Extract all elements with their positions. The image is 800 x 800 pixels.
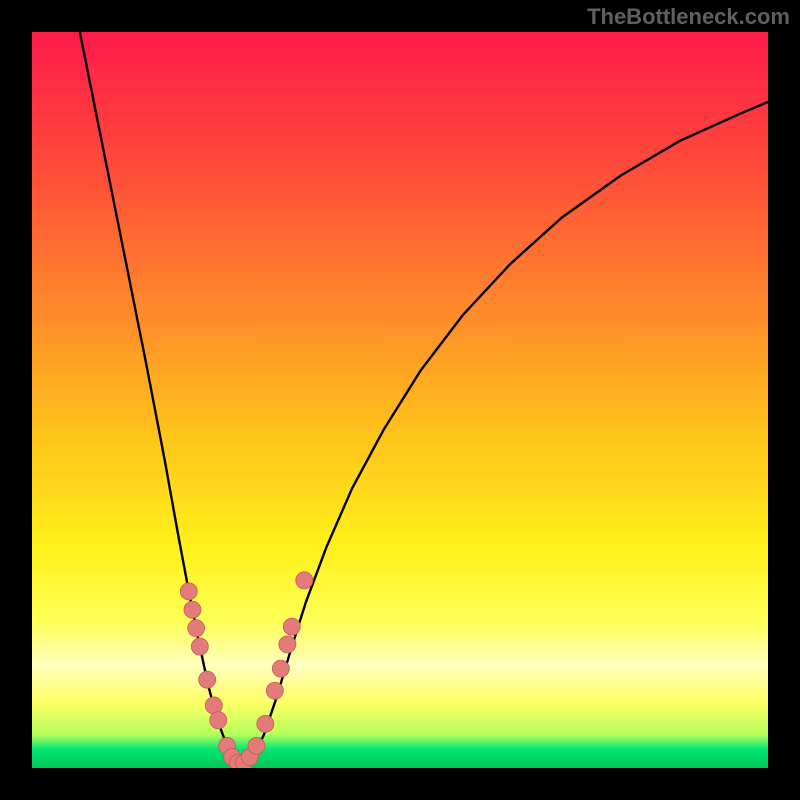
- data-marker: [191, 638, 208, 655]
- data-marker: [272, 660, 289, 677]
- data-marker: [266, 682, 283, 699]
- data-marker: [257, 715, 274, 732]
- chart-svg: [32, 32, 768, 768]
- data-marker: [184, 601, 201, 618]
- data-marker: [279, 636, 296, 653]
- data-marker: [296, 572, 313, 589]
- data-marker: [210, 712, 227, 729]
- data-marker: [283, 618, 300, 635]
- data-marker: [205, 697, 222, 714]
- data-marker: [199, 671, 216, 688]
- data-marker: [188, 620, 205, 637]
- gradient-background: [32, 32, 768, 768]
- data-marker: [248, 737, 265, 754]
- plot-area: [32, 32, 768, 768]
- chart-container: TheBottleneck.com: [0, 0, 800, 800]
- data-marker: [180, 583, 197, 600]
- watermark-text: TheBottleneck.com: [587, 4, 790, 30]
